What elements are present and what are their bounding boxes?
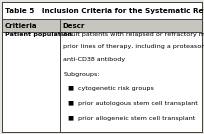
- Text: Table 5   Inclusion Criteria for the Systematic Review: Table 5 Inclusion Criteria for the Syste…: [5, 8, 204, 14]
- Text: anti-CD38 antibody: anti-CD38 antibody: [63, 57, 125, 62]
- Text: Adult patients with relapsed or refractory multi: Adult patients with relapsed or refracto…: [63, 32, 204, 37]
- Bar: [2, 19, 202, 32]
- Text: Descr: Descr: [62, 23, 85, 29]
- Text: Patient population: Patient population: [5, 32, 72, 37]
- Text: ■  prior autologous stem cell transplant: ■ prior autologous stem cell transplant: [68, 101, 198, 106]
- Text: ■  cytogenetic risk groups: ■ cytogenetic risk groups: [68, 86, 154, 91]
- Text: prior lines of therapy, including a proteasome i: prior lines of therapy, including a prot…: [63, 44, 204, 49]
- Text: Critieria: Critieria: [5, 23, 37, 29]
- Text: Subgroups:: Subgroups:: [63, 72, 100, 77]
- Text: ■  prior allogeneic stem cell transplant: ■ prior allogeneic stem cell transplant: [68, 116, 196, 121]
